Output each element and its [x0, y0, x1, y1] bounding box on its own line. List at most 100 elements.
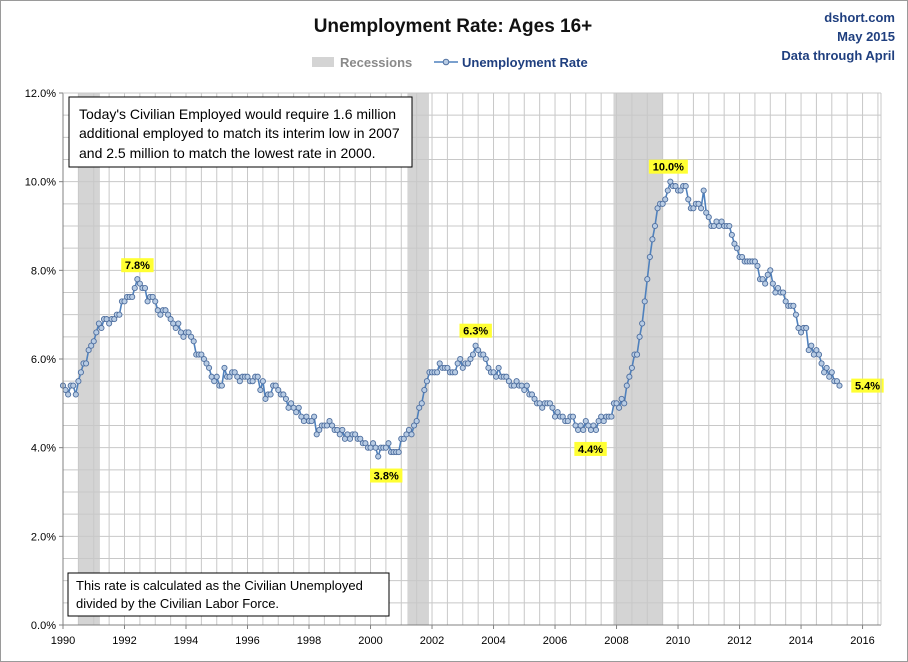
data-point [149, 293, 156, 300]
data-point [211, 378, 218, 385]
callout-label: 3.8% [374, 471, 399, 483]
data-point [790, 302, 797, 309]
data-point [475, 347, 482, 354]
data-point [539, 404, 546, 411]
annotation-employment-border [68, 96, 413, 168]
data-point [482, 355, 489, 363]
data-point [821, 369, 828, 376]
data-point [836, 382, 843, 389]
data-point [528, 391, 536, 398]
callout-bg [121, 258, 154, 273]
data-point [116, 311, 123, 318]
x-tick-label: 2002 [420, 635, 444, 647]
annotation-employment-line-2: additional employed to match its interim… [79, 125, 400, 141]
legend-recessions-swatch [312, 57, 334, 67]
y-tick-label: 0.0% [31, 620, 56, 632]
data-point [592, 426, 600, 433]
data-point [698, 205, 705, 212]
x-tick-label: 1996 [235, 635, 259, 647]
data-point [280, 391, 287, 398]
data-point [774, 285, 782, 292]
data-point [272, 382, 279, 389]
data-point [90, 338, 97, 345]
data-point [121, 298, 128, 305]
data-point [175, 320, 182, 327]
data-point [75, 378, 82, 385]
y-tick-label: 6.0% [31, 354, 56, 366]
data-point [326, 418, 333, 425]
data-point [503, 373, 510, 380]
data-point [726, 222, 733, 230]
data-point [267, 391, 274, 398]
data-point [828, 369, 835, 376]
y-tick-label: 10.0% [25, 177, 56, 189]
data-point [705, 214, 712, 221]
y-tick-label: 8.0% [31, 265, 56, 277]
data-point [805, 347, 812, 354]
data-point [728, 231, 735, 238]
data-point [131, 285, 138, 292]
data-point [88, 342, 95, 349]
data-point [582, 418, 589, 425]
data-point [421, 386, 428, 394]
data-point [375, 453, 382, 460]
data-point [600, 418, 607, 425]
data-point [254, 373, 261, 380]
data-point [203, 360, 210, 367]
data-point [621, 400, 628, 407]
data-point [418, 400, 425, 407]
data-point [651, 222, 659, 230]
source-site: dshort.com [824, 10, 895, 25]
data-point [416, 404, 423, 411]
data-point [231, 369, 238, 376]
data-point [467, 355, 474, 363]
annotation-employment-line-1: Today's Civilian Employed would require … [79, 106, 396, 122]
data-point [395, 449, 402, 456]
data-point [190, 338, 197, 345]
data-point [413, 418, 420, 425]
data-point [531, 395, 538, 402]
callout-label: 5.4% [855, 381, 880, 393]
data-point [457, 355, 464, 363]
data-point [218, 382, 225, 389]
annotation-definition-line-2: divided by the Civilian Labor Force. [76, 596, 279, 611]
chart-title: Unemployment Rate: Ages 16+ [314, 16, 593, 37]
data-point [662, 196, 669, 203]
data-point [336, 431, 343, 438]
data-point [493, 373, 500, 380]
data-point [485, 364, 492, 371]
data-point [490, 369, 497, 376]
callout-label: 4.4% [578, 444, 603, 456]
x-tick-label: 1998 [297, 635, 321, 647]
data-point [434, 369, 441, 376]
data-point [362, 440, 369, 447]
data-point [549, 404, 556, 411]
data-point [411, 422, 418, 429]
data-point [236, 378, 243, 385]
data-point [677, 187, 684, 194]
data-point [70, 382, 77, 389]
data-point [180, 333, 187, 340]
data-point [815, 351, 823, 358]
data-point [782, 298, 789, 305]
data-point [818, 360, 825, 367]
data-point [308, 418, 315, 425]
data-point [641, 298, 648, 305]
data-point [257, 386, 264, 394]
data-point [833, 378, 840, 385]
data-point [400, 435, 407, 442]
y-tick-label: 2.0% [31, 531, 56, 543]
data-point [762, 280, 769, 287]
data-point [628, 364, 635, 371]
data-point [703, 209, 710, 216]
data-point [700, 187, 707, 194]
data-point [633, 351, 641, 358]
data-point [469, 351, 477, 358]
x-tick-label: 1990 [51, 635, 75, 647]
data-point [580, 426, 587, 433]
callout-bg [459, 323, 492, 338]
data-point [165, 311, 172, 318]
data-point [221, 364, 228, 371]
x-tick-label: 2004 [481, 635, 505, 647]
x-tick-label: 1994 [174, 635, 198, 647]
